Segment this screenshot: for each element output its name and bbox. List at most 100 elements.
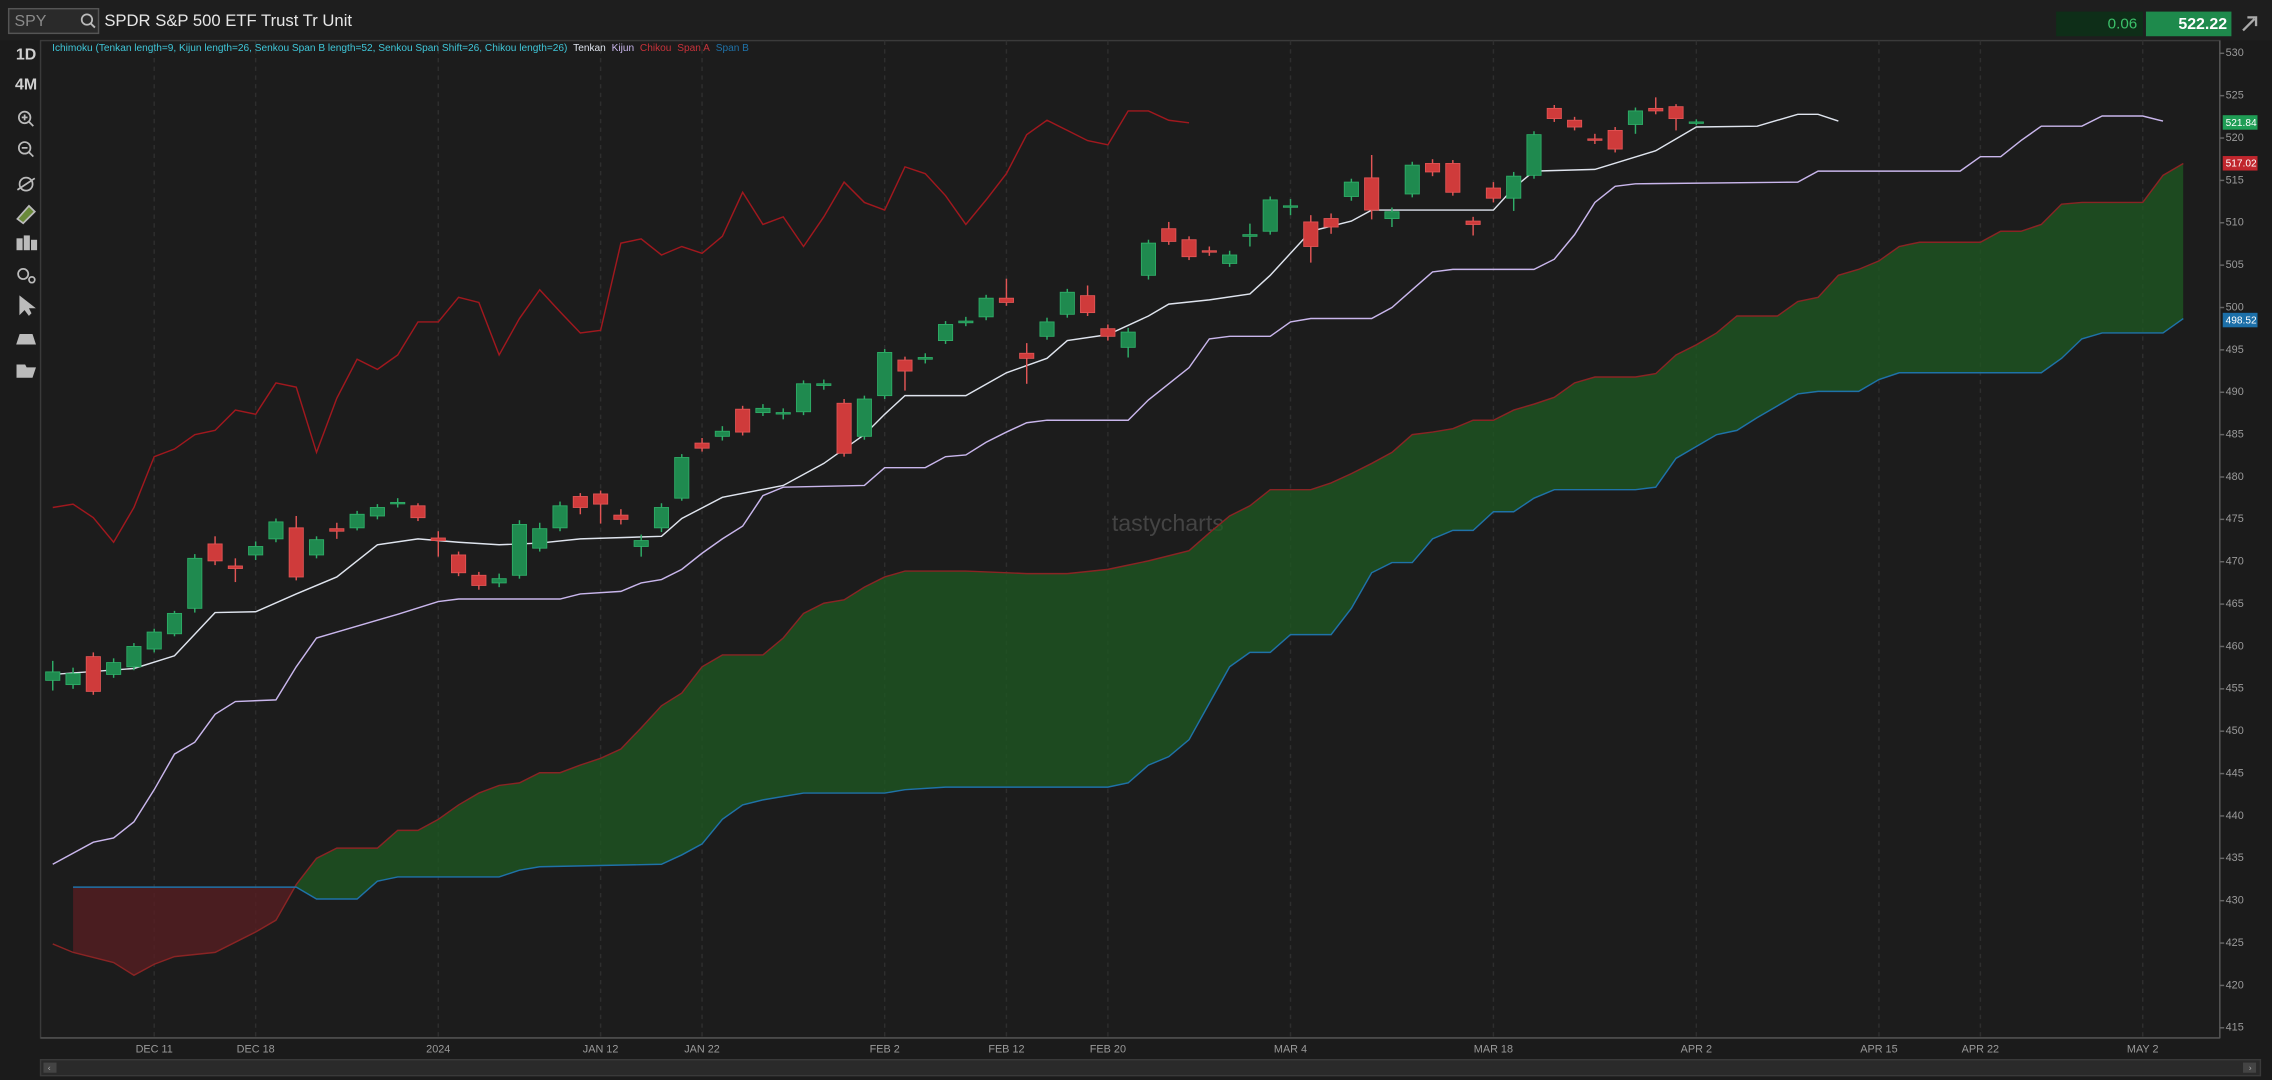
cursor-button[interactable]: [19, 295, 36, 316]
x-tick-label: APR 15: [1860, 1043, 1897, 1055]
cloud-bearish: [73, 884, 297, 976]
y-tick-label: 420: [2226, 979, 2244, 991]
candle-body: [65, 673, 81, 686]
x-tick-label: 2024: [426, 1043, 450, 1055]
x-tick-label: MAR 4: [1274, 1043, 1307, 1055]
y-tick-label: 510: [2226, 217, 2244, 229]
price-marker: [2222, 312, 2258, 328]
candle-body: [856, 398, 872, 437]
y-tick-label: 445: [2226, 767, 2244, 779]
candle-body: [1404, 164, 1420, 195]
candle-body: [1303, 221, 1319, 247]
candle-body: [248, 546, 264, 556]
candle-body: [85, 656, 101, 692]
studies-button[interactable]: [16, 176, 36, 192]
y-tick-label: 515: [2226, 174, 2244, 186]
candle-body: [1039, 321, 1055, 337]
x-tick-label: FEB 12: [988, 1043, 1024, 1055]
candle-body: [511, 524, 527, 576]
price-marker-label: 521.84: [2226, 118, 2257, 129]
y-tick-label: 520: [2226, 132, 2244, 144]
period-button[interactable]: 1D: [16, 46, 36, 63]
candle-body: [1019, 352, 1035, 359]
y-tick-label: 495: [2226, 344, 2244, 356]
candle-body: [1425, 163, 1441, 173]
candle-body: [349, 513, 365, 529]
candle-body: [836, 402, 852, 454]
candle-body: [795, 383, 812, 413]
instrument-title: SPDR S&P 500 ETF Trust Tr Unit: [104, 11, 352, 30]
candle-body: [268, 521, 284, 540]
indicator-legend: Ichimoku (Tenkan length=9, Kijun length=…: [52, 43, 749, 54]
price-marker: [2222, 156, 2258, 171]
chart-style-button[interactable]: [16, 235, 38, 251]
candle-body: [1445, 163, 1461, 193]
candle-body: [146, 631, 162, 650]
settings-button[interactable]: [17, 268, 36, 284]
y-tick-label: 450: [2226, 725, 2244, 737]
candle-body: [288, 527, 304, 578]
scroll-right-arrow: ›: [2249, 1063, 2252, 1073]
scroll-bar[interactable]: [39, 1058, 2262, 1077]
drawings-button[interactable]: [16, 204, 37, 225]
x-tick-label: JAN 12: [583, 1043, 619, 1055]
candle-body: [329, 528, 345, 532]
candle-body: [1526, 134, 1542, 176]
candle-body: [1546, 107, 1562, 119]
y-tick-label: 440: [2226, 810, 2244, 822]
candle-body: [978, 297, 994, 318]
candle-body: [126, 646, 142, 668]
last-price: 522.22: [2178, 16, 2227, 33]
candle-body: [1364, 177, 1380, 211]
y-tick-label: 500: [2226, 301, 2244, 313]
y-tick-label: 430: [2226, 895, 2244, 907]
candle-body: [816, 383, 832, 386]
symbol-search[interactable]: [7, 7, 100, 35]
popout-icon[interactable]: [2242, 16, 2258, 32]
layout-button[interactable]: [16, 334, 36, 345]
candle-body: [1120, 331, 1136, 348]
y-tick-label: 460: [2226, 640, 2244, 652]
legend-entry: Kijun: [612, 43, 635, 54]
scroll-left-arrow: ‹: [48, 1063, 51, 1073]
symbol-input[interactable]: SPY: [14, 13, 46, 30]
open-button[interactable]: [16, 364, 36, 378]
range-button[interactable]: 4M: [15, 77, 37, 94]
y-tick-label: 455: [2226, 683, 2244, 695]
candle-body: [106, 662, 122, 675]
candle-body: [694, 442, 710, 449]
x-tick-label: FEB 2: [870, 1043, 900, 1055]
candle-body: [674, 457, 690, 499]
candle-body: [227, 565, 243, 569]
price-marker-label: 517.02: [2226, 159, 2257, 170]
candle-body: [998, 297, 1014, 303]
candle-body: [1059, 291, 1075, 315]
y-tick-label: 470: [2226, 556, 2244, 568]
candle-body: [593, 493, 609, 505]
zoom-in-button[interactable]: [17, 110, 34, 127]
candle-body: [633, 540, 649, 547]
indicator-line: [52, 162, 2184, 977]
scroll-left[interactable]: [43, 1062, 57, 1073]
y-tick-label: 425: [2226, 937, 2244, 949]
indicator-line: [73, 317, 2184, 900]
scroll-right[interactable]: [2243, 1062, 2257, 1073]
side-toolbar: [0, 40, 41, 1080]
candle-body: [1688, 121, 1704, 124]
zoom-out-button[interactable]: [17, 141, 34, 158]
candle-body: [1607, 129, 1623, 150]
indicator-line: [52, 110, 1190, 544]
candle-body: [1587, 138, 1603, 141]
x-tick-label: DEC 18: [237, 1043, 275, 1055]
candle-body: [1161, 228, 1177, 242]
legend-entry: Tenkan: [573, 43, 606, 54]
candle-body: [187, 557, 203, 609]
candle-body: [938, 324, 954, 341]
y-tick-label: 525: [2226, 90, 2244, 102]
candle-body: [491, 578, 507, 584]
x-tick-label: MAY 2: [2127, 1043, 2159, 1055]
search-icon[interactable]: [80, 13, 94, 26]
x-tick-label: MAR 18: [1474, 1043, 1513, 1055]
candle-body: [653, 507, 670, 529]
cloud-bullish: [296, 163, 2184, 899]
